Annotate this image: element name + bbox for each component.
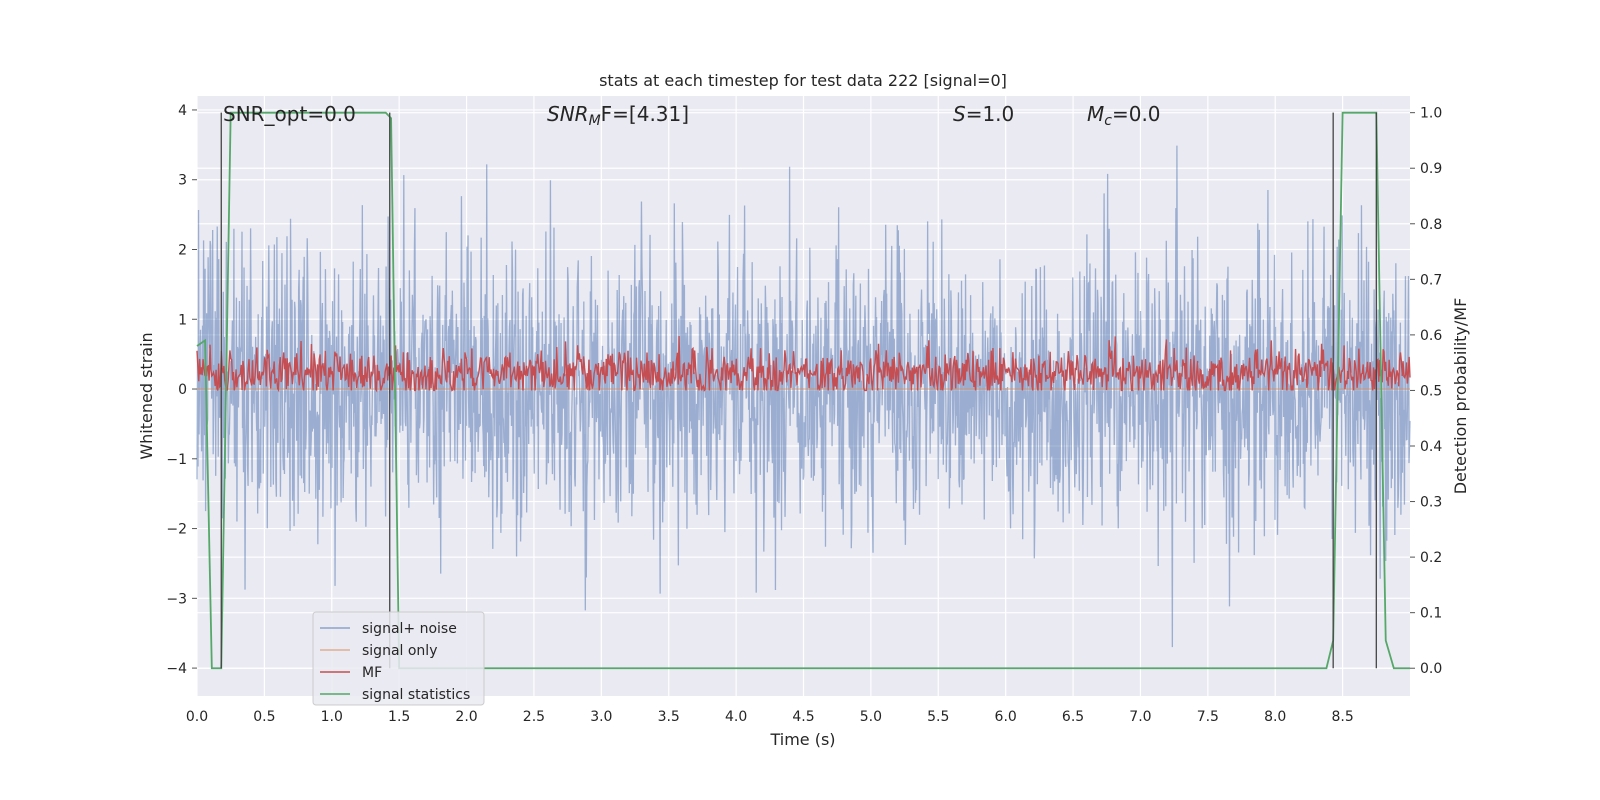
y2-tick-label: 0.0 — [1420, 661, 1442, 677]
data-traces — [196, 111, 1411, 670]
y-tick-label: 0 — [178, 382, 187, 398]
legend-label: signal statistics — [362, 687, 470, 703]
x-tick-label: 3.0 — [590, 709, 612, 725]
y2-tick-label: 1.0 — [1420, 106, 1442, 122]
legend-label: signal+ noise — [362, 621, 457, 637]
annotation-mc-sub: c — [1104, 113, 1112, 129]
x-tick-label: 1.0 — [321, 709, 343, 725]
legend-label: MF — [362, 665, 382, 681]
annotation-s-main: S — [953, 102, 966, 126]
y-tick-label: −2 — [166, 522, 187, 538]
annotation-s-rest: =1.0 — [966, 102, 1015, 126]
y2-axis-label: Detection probability/MF — [1451, 298, 1470, 495]
legend: signal+ noise signal only MF signal statist… — [312, 611, 485, 706]
y-axis-label: Whitened strain — [137, 332, 156, 459]
x-tick-label: 8.0 — [1264, 709, 1286, 725]
annotation-snr-mf-main: SNR — [547, 102, 589, 126]
y2-tick-label: 0.5 — [1420, 383, 1442, 399]
x-tick-label: 4.0 — [725, 709, 747, 725]
x-tick-label: 3.5 — [658, 709, 680, 725]
y2-tick-label: 0.3 — [1420, 495, 1442, 511]
x-tick-label: 5.0 — [860, 709, 882, 725]
x-tick-label: 2.0 — [455, 709, 477, 725]
y2-tick-label: 0.1 — [1420, 606, 1442, 622]
x-tick-label: 0.0 — [186, 709, 208, 725]
signal-statistics-line — [196, 111, 1410, 670]
y-tick-label: −1 — [166, 452, 187, 468]
x-tick-label: 0.5 — [253, 709, 275, 725]
annotation-snr-mf-rest: F=[4.31] — [601, 102, 689, 126]
y2-tick-label: 0.2 — [1420, 550, 1442, 566]
y2-tick-label: 0.6 — [1420, 328, 1442, 344]
mf-line — [196, 336, 1411, 393]
y2-tick-label: 0.8 — [1420, 217, 1442, 233]
annotation-snr-mf-sub: M — [589, 113, 601, 129]
x-tick-label: 6.5 — [1062, 709, 1084, 725]
legend-label: signal only — [362, 643, 437, 659]
chart-title: stats at each timestep for test data 222… — [599, 71, 1007, 90]
x-tick-label: 5.5 — [927, 709, 949, 725]
y-tick-label: 3 — [178, 173, 187, 189]
x-tick-label: 2.5 — [523, 709, 545, 725]
y2-tick-label: 0.9 — [1420, 161, 1442, 177]
annotation-mc-rest: =0.0 — [1112, 102, 1161, 126]
x-tick-label: 4.5 — [792, 709, 814, 725]
x-tick-label: 6.0 — [995, 709, 1017, 725]
x-tick-label: 1.5 — [388, 709, 410, 725]
x-tick-label: 7.5 — [1197, 709, 1219, 725]
x-tick-label: 7.0 — [1129, 709, 1151, 725]
annotation-mc-main: M — [1087, 102, 1104, 126]
y-tick-labels: 4 3 2 1 0 −1 −2 −3 −4 — [166, 103, 197, 677]
x-tick-labels: 0.0 0.5 1.0 1.5 2.0 2.5 3.0 3.5 4.0 4.5 5.0 5.5 6.0 6… — [186, 709, 1354, 725]
y2-tick-label: 0.4 — [1420, 439, 1442, 455]
x-tick-label: 8.5 — [1331, 709, 1353, 725]
y-tick-label: 2 — [178, 242, 187, 258]
y-tick-label: −3 — [166, 591, 187, 607]
annotation-mc: Mc=0.0 — [1087, 102, 1161, 129]
y2-tick-labels: 1.0 0.9 0.8 0.7 0.6 0.5 0.4 0.3 0.2 0.1 0.0 — [1410, 106, 1442, 677]
x-axis-label: Time (s) — [769, 730, 835, 749]
vertical-markers — [220, 112, 1377, 669]
annotation-snr-mf: SNRMF=[4.31] — [547, 102, 689, 129]
annotation-s: S=1.0 — [953, 102, 1014, 126]
legend-box — [312, 611, 485, 706]
y-tick-label: 1 — [178, 312, 187, 328]
y-tick-label: 4 — [178, 103, 187, 119]
annotation-snr-opt: SNR_opt=0.0 — [223, 102, 356, 126]
y2-tick-label: 0.7 — [1420, 272, 1442, 288]
y-tick-label: −4 — [166, 661, 187, 677]
